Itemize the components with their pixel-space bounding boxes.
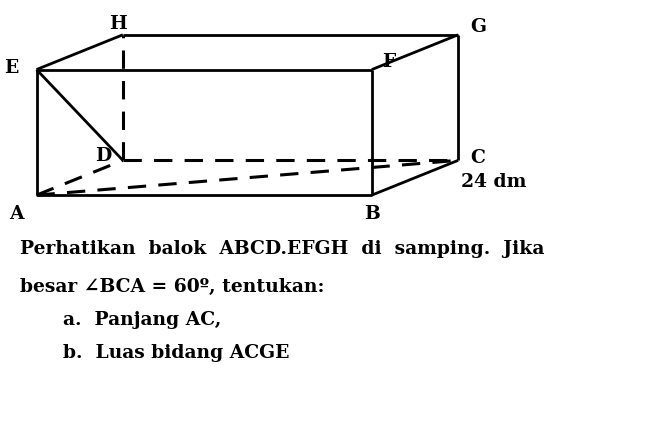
Text: F: F: [382, 53, 395, 71]
Text: Perhatikan  balok  ABCD.EFGH  di  samping.  Jika: Perhatikan balok ABCD.EFGH di samping. J…: [20, 240, 544, 258]
Text: B: B: [364, 205, 380, 224]
Text: A: A: [9, 205, 24, 224]
Text: b.  Luas bidang ACGE: b. Luas bidang ACGE: [63, 344, 290, 362]
Text: E: E: [4, 59, 19, 76]
Text: G: G: [470, 18, 486, 36]
Text: besar ∠BCA = 60º, tentukan:: besar ∠BCA = 60º, tentukan:: [20, 278, 325, 296]
Text: D: D: [95, 147, 111, 165]
Text: 24 dm: 24 dm: [461, 173, 527, 190]
Text: C: C: [471, 150, 485, 167]
Text: H: H: [109, 15, 126, 33]
Text: a.  Panjang AC,: a. Panjang AC,: [63, 311, 222, 329]
